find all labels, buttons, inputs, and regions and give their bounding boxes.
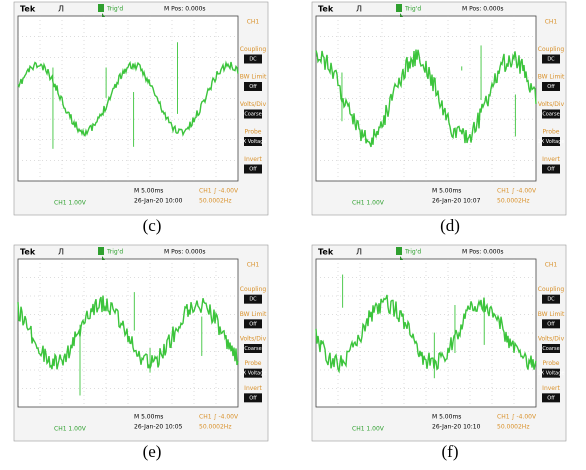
- scope-screen: Tek Л Trig'd M Pos: 0.000s CH1 Coupling DC BW L…: [312, 245, 566, 441]
- menu-title: Coupling: [240, 286, 267, 293]
- panel-label: (c): [143, 216, 162, 235]
- panel-label: (e): [143, 442, 162, 461]
- date: 26-Jan-20 10:07: [432, 198, 481, 205]
- menu-title: CH1: [247, 262, 260, 269]
- channel: CH1 1.00V: [352, 200, 385, 207]
- brand: Tek: [318, 5, 334, 14]
- menu-value: Off: [249, 167, 257, 173]
- menu-title: BW Limit: [538, 311, 565, 318]
- menu-title: CH1: [545, 262, 558, 269]
- graticule: [316, 259, 536, 407]
- menu-title: Invert: [244, 385, 262, 392]
- menu-title: Volts/Div: [538, 336, 565, 343]
- date: 26-Jan-20 10:10: [432, 424, 481, 431]
- menu-title: BW Limit: [240, 311, 267, 318]
- frequency: 50.0002Hz: [497, 424, 529, 431]
- trigger-icon: Л: [356, 248, 362, 257]
- menu-value: Coarse: [542, 112, 559, 118]
- scope-screen: Tek Л Trig'd M Pos: 0.000s CH1 Coupling DC BW L…: [312, 2, 566, 215]
- scope-screen: Tek Л Trig'd M Pos: 0.000s CH1 Coupling DC BW L…: [14, 245, 268, 441]
- trigger-level: CH1 ∫ -4.00V: [199, 188, 239, 195]
- position: M Pos: 0.000s: [462, 249, 504, 256]
- timebase: M 5.00ms: [134, 188, 163, 195]
- status: Trig'd: [404, 6, 421, 13]
- menu-value: Coarse: [244, 112, 261, 118]
- menu-title: Volts/Div: [240, 336, 267, 343]
- status-box: [396, 247, 402, 255]
- menu-value: Off: [547, 84, 555, 90]
- trigger-icon: Л: [58, 248, 64, 257]
- position: M Pos: 0.000s: [164, 6, 206, 13]
- menu-value: 1X Voltage: [240, 139, 267, 145]
- menu-value: 1X Voltage: [240, 371, 267, 377]
- menu-value: Off: [547, 395, 555, 401]
- position: M Pos: 0.000s: [164, 249, 206, 256]
- panel-label: (d): [440, 216, 460, 235]
- menu-title: Probe: [244, 129, 261, 136]
- date: 26-Jan-20 10:05: [134, 424, 183, 431]
- menu-value: 1X Voltage: [538, 371, 565, 377]
- menu-title: Volts/Div: [538, 101, 565, 108]
- menu-title: BW Limit: [538, 74, 565, 81]
- menu-value: DC: [249, 297, 257, 303]
- menu-title: Volts/Div: [240, 101, 267, 108]
- menu-title: Coupling: [240, 46, 267, 53]
- frequency: 50.0002Hz: [199, 198, 231, 205]
- menu-value: Coarse: [244, 346, 261, 352]
- menu-title: Probe: [542, 129, 559, 136]
- menu-title: Coupling: [538, 286, 565, 293]
- brand: Tek: [318, 248, 334, 257]
- menu-value: Off: [547, 321, 555, 327]
- scope-screen: Tek Л Trig'd M Pos: 0.000s CH1 Coupling DC BW L…: [14, 2, 268, 215]
- status-box: [98, 4, 104, 12]
- status: Trig'd: [106, 249, 123, 256]
- menu-title: Coupling: [538, 46, 565, 53]
- menu-title: Invert: [244, 156, 262, 163]
- menu-value: Off: [249, 84, 257, 90]
- figure: Tek Л Trig'd M Pos: 0.000s CH1 Coupling DC BW L…: [0, 0, 586, 470]
- menu-value: Off: [249, 395, 257, 401]
- date: 26-Jan-20 10:00: [134, 198, 183, 205]
- menu-value: Off: [547, 167, 555, 173]
- menu-title: Probe: [244, 360, 261, 367]
- channel: CH1 1.00V: [54, 200, 87, 207]
- menu-title: Probe: [542, 360, 559, 367]
- menu-title: Invert: [542, 156, 560, 163]
- status: Trig'd: [404, 249, 421, 256]
- trigger-level: CH1 ∫ -4.00V: [497, 414, 537, 421]
- frequency: 50.0002Hz: [497, 198, 529, 205]
- panel-label: (f): [442, 442, 459, 461]
- trigger-level: CH1 ∫ -4.00V: [199, 414, 239, 421]
- status-box: [396, 4, 402, 12]
- menu-value: Off: [249, 321, 257, 327]
- channel: CH1 1.00V: [54, 426, 87, 433]
- trigger-icon: Л: [356, 5, 362, 14]
- frequency: 50.0002Hz: [199, 424, 231, 431]
- menu-value: DC: [249, 57, 257, 63]
- channel: CH1 1.00V: [352, 426, 385, 433]
- menu-title: Invert: [542, 385, 560, 392]
- menu-value: DC: [547, 57, 555, 63]
- status: Trig'd: [106, 6, 123, 13]
- timebase: M 5.00ms: [432, 188, 461, 195]
- timebase: M 5.00ms: [134, 414, 163, 421]
- menu-title: BW Limit: [240, 74, 267, 81]
- trigger-icon: Л: [58, 5, 64, 14]
- brand: Tek: [20, 5, 36, 14]
- menu-value: DC: [547, 297, 555, 303]
- position: M Pos: 0.000s: [462, 6, 504, 13]
- menu-title: CH1: [545, 19, 558, 26]
- trigger-level: CH1 ∫ -4.00V: [497, 188, 537, 195]
- brand: Tek: [20, 248, 36, 257]
- menu-title: CH1: [247, 19, 260, 26]
- menu-value: 1X Voltage: [538, 139, 565, 145]
- status-box: [98, 247, 104, 255]
- timebase: M 5.00ms: [432, 414, 461, 421]
- menu-value: Coarse: [542, 346, 559, 352]
